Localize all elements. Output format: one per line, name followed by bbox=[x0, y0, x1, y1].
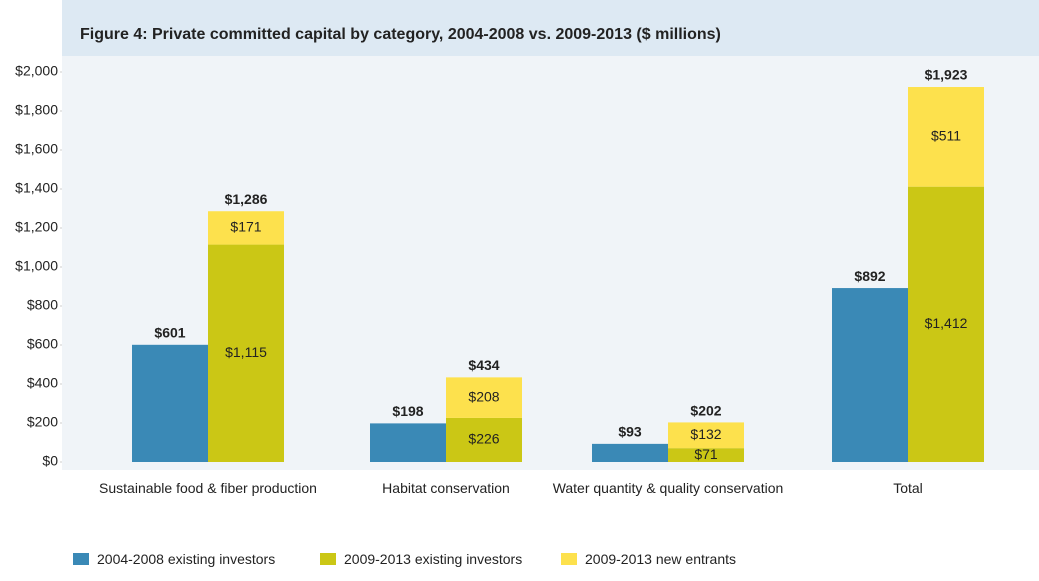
legend-label: 2009-2013 existing investors bbox=[344, 551, 523, 567]
bar-segment bbox=[208, 211, 284, 245]
data-label: $1,412 bbox=[925, 315, 968, 331]
data-label: $601 bbox=[154, 325, 185, 341]
legend-item: 2009-2013 existing investors bbox=[320, 551, 522, 567]
y-tick-label: $200 bbox=[27, 414, 58, 430]
legend-label: 2009-2013 new entrants bbox=[585, 551, 736, 567]
data-label: $171 bbox=[230, 219, 261, 235]
total-label: $202 bbox=[690, 402, 721, 418]
y-tick-label: $1,200 bbox=[15, 219, 58, 235]
y-tick-label: $400 bbox=[27, 375, 58, 391]
bar-segment bbox=[208, 244, 284, 462]
data-label: $511 bbox=[931, 128, 961, 144]
bar bbox=[132, 344, 208, 462]
bar bbox=[592, 443, 668, 462]
legend-swatch bbox=[320, 553, 336, 565]
total-label: $434 bbox=[468, 357, 499, 373]
chart-title: Figure 4: Private committed capital by c… bbox=[80, 26, 721, 43]
total-label: $1,286 bbox=[225, 191, 268, 207]
bar-segment bbox=[908, 87, 984, 187]
data-label: $93 bbox=[618, 424, 642, 440]
legend-label: 2004-2008 existing investors bbox=[97, 551, 276, 567]
data-label: $208 bbox=[468, 388, 499, 404]
bar-segment bbox=[446, 417, 522, 462]
bar-segment bbox=[668, 448, 744, 462]
y-tick-label: $600 bbox=[27, 336, 58, 352]
data-label: $892 bbox=[854, 268, 885, 284]
bar bbox=[832, 288, 908, 462]
x-tick-label: Sustainable food & fiber production bbox=[99, 480, 317, 496]
title-band bbox=[62, 0, 1039, 56]
y-tick-label: $800 bbox=[27, 297, 58, 313]
total-label: $1,923 bbox=[925, 67, 968, 83]
bar-segment bbox=[668, 422, 744, 449]
legend-item: 2009-2013 new entrants bbox=[561, 551, 736, 567]
bar bbox=[370, 423, 446, 462]
data-label: $1,115 bbox=[225, 344, 267, 360]
x-tick-label: Total bbox=[893, 480, 923, 496]
legend-swatch bbox=[73, 553, 89, 565]
x-tick-label: Water quantity & quality conservation bbox=[552, 480, 784, 496]
y-tick-label: $0 bbox=[42, 453, 58, 469]
data-label: $132 bbox=[690, 426, 721, 442]
data-label: $198 bbox=[392, 403, 423, 419]
data-label: $71 bbox=[694, 446, 718, 462]
bar-segment bbox=[446, 377, 522, 418]
y-tick-label: $1,800 bbox=[15, 102, 58, 118]
y-tick-label: $1,000 bbox=[15, 258, 58, 274]
bar-segment bbox=[908, 186, 984, 462]
data-label: $226 bbox=[468, 431, 499, 447]
legend-swatch bbox=[561, 553, 577, 565]
y-tick-label: $2,000 bbox=[15, 63, 58, 79]
legend-item: 2004-2008 existing investors bbox=[73, 551, 275, 567]
x-tick-label: Habitat conservation bbox=[382, 480, 510, 496]
y-tick-label: $1,400 bbox=[15, 180, 58, 196]
y-tick-label: $1,600 bbox=[15, 141, 58, 157]
